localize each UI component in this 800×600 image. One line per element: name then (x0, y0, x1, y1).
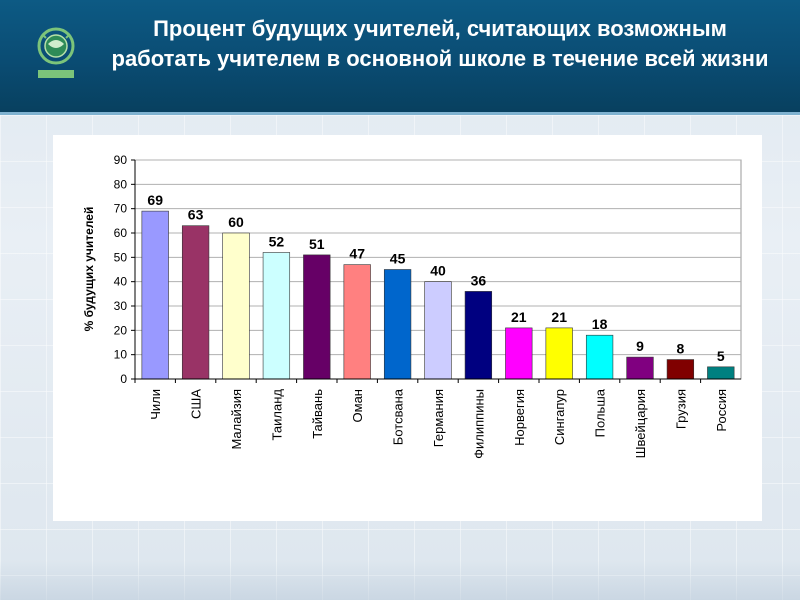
y-tick-label: 30 (114, 299, 128, 313)
y-tick-label: 10 (114, 348, 128, 362)
data-label: 36 (471, 272, 487, 288)
x-category-label: Германия (431, 389, 446, 447)
x-category-label: Польша (593, 388, 608, 437)
x-category-label: США (189, 389, 204, 419)
bars: 69 63 60 52 51 47 45 40 36 21 21 18 9 8 5 (141, 192, 735, 380)
x-category-label: Малайзия (229, 389, 244, 450)
bar-3 (262, 252, 291, 380)
data-label: 51 (309, 236, 325, 252)
bar-9 (505, 327, 533, 380)
data-label: 21 (511, 309, 527, 325)
data-label: 9 (636, 338, 644, 354)
x-category-label: Ботсвана (391, 388, 406, 445)
background-streak (0, 560, 800, 600)
y-tick-label: 0 (120, 372, 127, 386)
bar-5 (343, 264, 371, 380)
bar-4 (303, 254, 331, 380)
bar-1 (181, 225, 210, 380)
bar-0 (141, 210, 169, 380)
bar-14 (707, 366, 735, 380)
bar-13 (666, 359, 695, 380)
y-tick-label: 20 (114, 323, 128, 337)
x-category-label: Филиппины (471, 389, 486, 459)
data-label: 69 (147, 192, 163, 208)
y-tick-label: 60 (114, 226, 128, 240)
x-category-label: Швейцария (633, 389, 648, 458)
x-category-label: Оман (350, 389, 365, 422)
bar-6 (383, 269, 412, 380)
x-category-label: Чили (148, 389, 163, 420)
y-tick-label: 50 (114, 250, 128, 264)
y-tick-label: 90 (114, 153, 128, 167)
y-tick-label: 80 (114, 177, 128, 191)
data-label: 52 (269, 233, 285, 249)
axes: 0 10 20 30 40 50 60 70 80 90 Чили США Малайзия Таилан… (114, 153, 741, 459)
data-label: 63 (188, 207, 204, 223)
bar-10 (545, 327, 573, 380)
x-category-label: Тайвань (310, 389, 325, 439)
data-label: 21 (551, 309, 567, 325)
bar-12 (626, 356, 654, 380)
data-label: 47 (349, 246, 365, 262)
y-tick-label: 40 (114, 275, 128, 289)
slide-header: Процент будущих учителей, считающих возм… (0, 0, 800, 115)
y-tick-label: 70 (114, 202, 128, 216)
data-label: 18 (592, 316, 608, 332)
data-label: 8 (677, 341, 685, 357)
x-category-label: Таиланд (269, 389, 284, 441)
y-axis-label: % будущих учителей (82, 207, 96, 332)
data-label: 45 (390, 251, 406, 267)
bar-7 (424, 281, 452, 380)
x-category-label: Грузия (673, 389, 688, 429)
x-category-label: Норвегия (512, 389, 527, 446)
data-label: 40 (430, 263, 446, 279)
x-category-label: Россия (714, 389, 729, 432)
data-label: 60 (228, 214, 244, 230)
x-category-label: Сингапур (552, 389, 567, 445)
bar-8 (464, 291, 493, 380)
chart-panel: 69 63 60 52 51 47 45 40 36 21 21 18 9 8 5 0 10 20 30 40 50 6… (53, 135, 762, 521)
bar-11 (585, 334, 614, 380)
bar-2 (222, 232, 250, 380)
data-label: 5 (717, 348, 725, 364)
slide-title: Процент будущих учителей, считающих возм… (111, 16, 769, 71)
bar-chart: 69 63 60 52 51 47 45 40 36 21 21 18 9 8 5 0 10 20 30 40 50 6… (82, 153, 742, 459)
teds-globe-logo-icon (37, 27, 75, 78)
